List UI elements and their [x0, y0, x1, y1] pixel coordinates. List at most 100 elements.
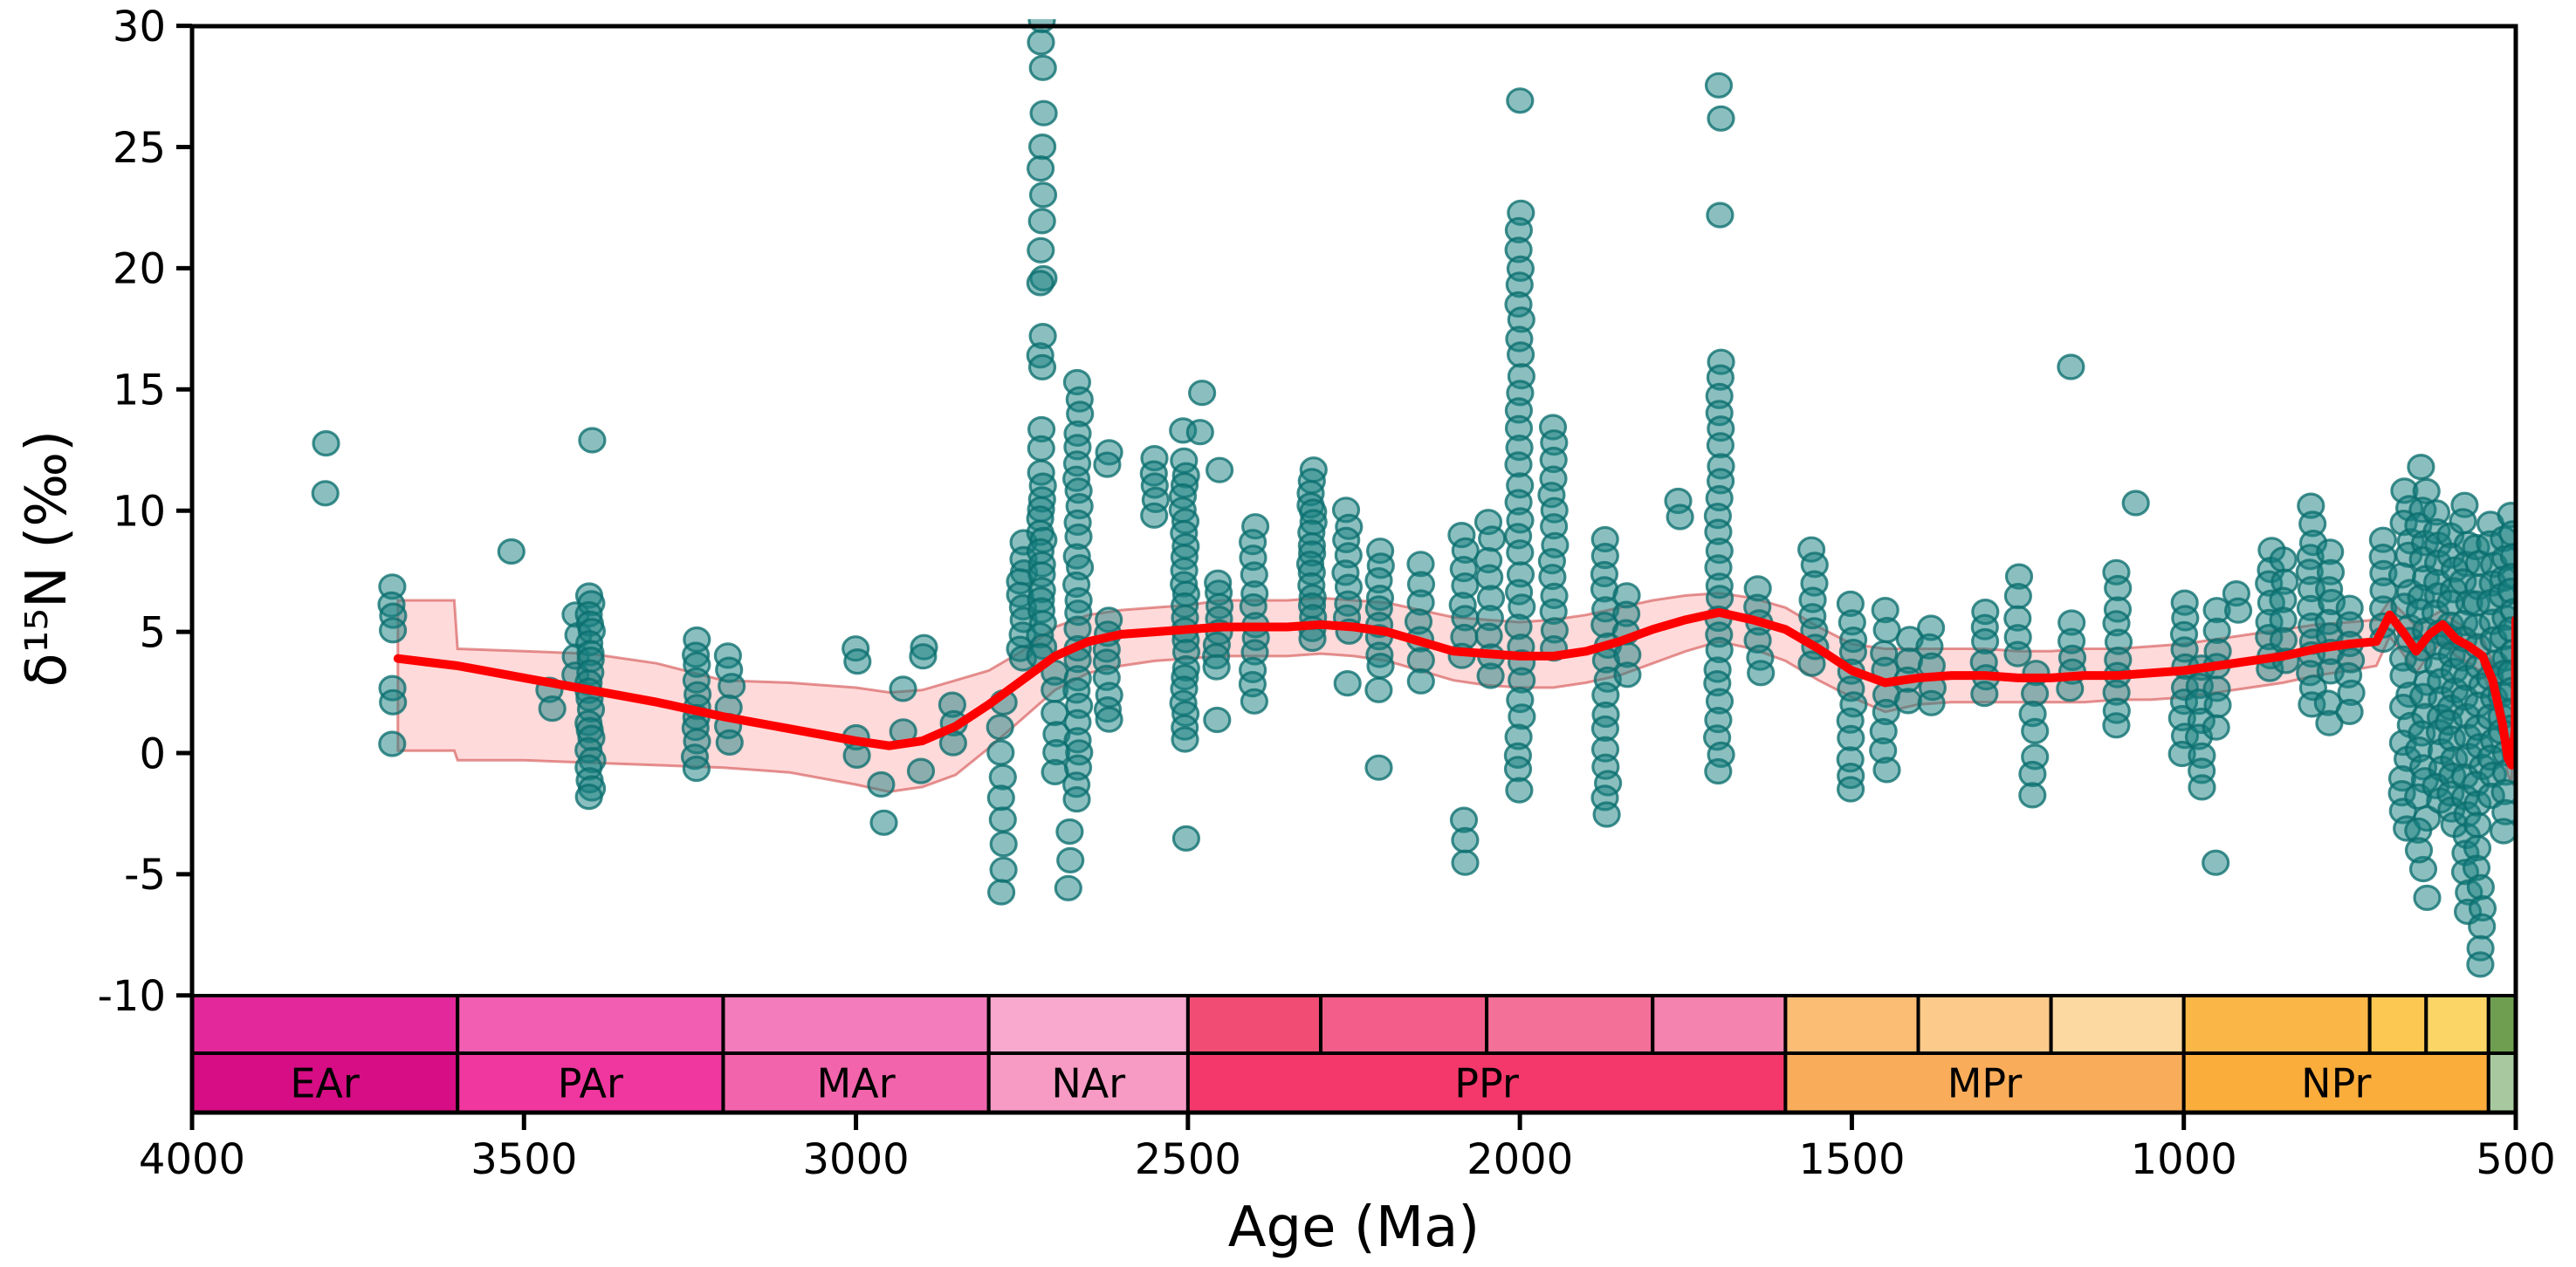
data-point	[1451, 826, 1480, 853]
x-tick-label: 500	[2476, 1135, 2556, 1184]
data-point	[1140, 502, 1169, 529]
data-point	[1202, 654, 1231, 681]
data-point	[2269, 546, 2298, 573]
data-point	[1613, 661, 1642, 688]
trend-line	[393, 607, 2516, 770]
data-point	[1366, 652, 1395, 680]
data-point	[1872, 757, 1901, 784]
timescale-period-segment	[2367, 994, 2428, 1055]
data-point	[2203, 691, 2232, 719]
data-point	[311, 480, 340, 507]
data-point	[843, 647, 872, 675]
data-point	[2102, 712, 2131, 739]
data-point	[1027, 353, 1057, 380]
x-tick-label: 2000	[1467, 1135, 1573, 1184]
data-point	[986, 784, 1015, 812]
data-point	[1171, 726, 1199, 753]
data-point	[1364, 754, 1393, 781]
data-point	[2021, 717, 2050, 745]
data-point	[909, 643, 938, 670]
data-point	[2463, 812, 2492, 839]
data-point	[986, 714, 1014, 741]
data-point	[538, 695, 567, 723]
data-point	[1095, 706, 1123, 733]
data-point	[1056, 846, 1085, 874]
data-point	[1704, 757, 1733, 785]
timescale-era-segment	[2486, 1051, 2518, 1114]
data-point	[1205, 456, 1234, 483]
data-point	[2489, 818, 2516, 845]
y-tick-label: 0	[139, 729, 166, 778]
data-point	[1027, 236, 1055, 264]
data-point	[1476, 662, 1505, 689]
timescale-era-segment	[721, 1051, 991, 1114]
data-point	[1027, 29, 1055, 56]
scatter-points	[311, 19, 2516, 978]
timescale-period-segment	[2181, 994, 2372, 1055]
data-point	[1797, 650, 1826, 677]
data-point	[1062, 785, 1091, 813]
data-point	[1026, 155, 1055, 182]
data-point	[497, 538, 526, 565]
y-tick-label: 25	[113, 124, 166, 173]
data-point	[2003, 640, 2032, 668]
timescale-era-label: MAr	[817, 1060, 896, 1107]
timescale-period-segment	[2049, 994, 2186, 1055]
timescale-era-label: NPr	[2301, 1060, 2371, 1107]
data-point	[1917, 689, 1946, 716]
data-point	[1093, 451, 1122, 478]
data-point	[1171, 825, 1201, 853]
data-point	[2315, 709, 2344, 736]
data-point	[379, 688, 408, 716]
data-point	[906, 757, 936, 784]
data-point	[2057, 353, 2085, 380]
x-axis-label: Age (Ma)	[1228, 1195, 1480, 1260]
data-point	[2018, 782, 2047, 809]
data-point	[682, 755, 711, 783]
data-point	[2498, 520, 2516, 547]
timescale-era-label: EAr	[290, 1060, 360, 1107]
x-tick-label: 3000	[802, 1135, 909, 1184]
x-tick-label: 1500	[1798, 1135, 1905, 1184]
data-point	[2404, 837, 2434, 864]
data-point	[1506, 341, 1535, 368]
data-point	[842, 742, 871, 770]
data-point	[578, 427, 607, 454]
data-point	[2121, 490, 2150, 517]
data-point	[715, 729, 744, 757]
data-point	[869, 809, 898, 836]
timescale-era-segment	[1185, 1051, 1788, 1114]
data-point	[379, 617, 408, 644]
timescale-era-label: PAr	[558, 1060, 623, 1107]
data-point	[1506, 87, 1535, 114]
y-tick-label: -10	[98, 972, 166, 1021]
data-point	[1893, 688, 1922, 715]
data-point	[1187, 380, 1217, 407]
timescale-period-segment	[1319, 994, 1489, 1055]
timescale-era-label: PPr	[1454, 1060, 1519, 1107]
data-point	[1364, 676, 1393, 703]
data-point	[989, 831, 1018, 858]
data-point	[1747, 660, 1776, 687]
data-point	[986, 739, 1015, 766]
y-tick-label: 15	[113, 366, 166, 415]
data-point	[1055, 818, 1084, 846]
timescale-period-segment	[190, 994, 460, 1055]
data-point	[2224, 597, 2253, 624]
data-point	[1240, 688, 1269, 715]
data-point	[2003, 582, 2032, 610]
data-point	[1298, 625, 1327, 653]
data-point	[1505, 777, 1534, 804]
timescale-era-label: NAr	[1051, 1060, 1125, 1107]
data-point	[1506, 539, 1535, 566]
data-point	[2449, 508, 2477, 535]
data-point	[2407, 453, 2435, 481]
data-point	[1028, 181, 1058, 209]
data-point	[2468, 913, 2497, 940]
data-point	[1054, 874, 1082, 901]
timescale-period-segment	[1485, 994, 1655, 1055]
data-point	[1707, 105, 1735, 132]
data-point	[1029, 99, 1058, 127]
